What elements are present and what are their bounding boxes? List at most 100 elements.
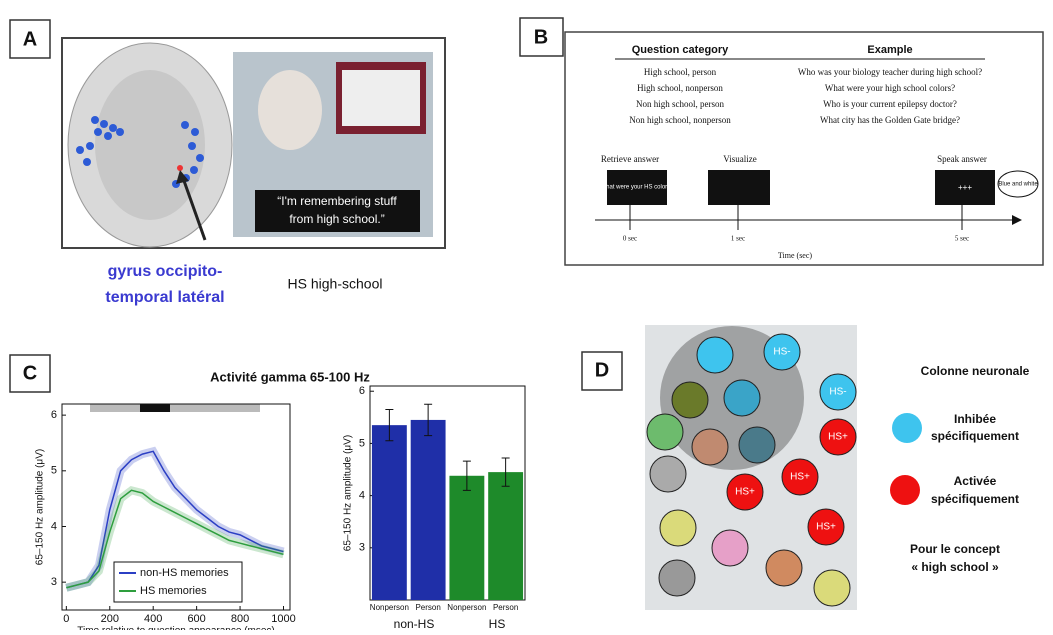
bubble-text: Blue and white: [998, 182, 1038, 188]
neuron-label: HS+: [816, 522, 836, 533]
y-tick-label: 3: [359, 542, 365, 554]
time-label: 5 sec: [955, 235, 969, 243]
x-tick-label: Person: [415, 603, 440, 612]
caption: from high school.”: [289, 212, 384, 226]
panel-label: C: [23, 362, 37, 384]
neuron-label: HS+: [790, 472, 810, 483]
neuron-inhibited: [819, 373, 857, 411]
example: Who was your biology teacher during high…: [798, 67, 982, 77]
series-line: [66, 489, 284, 589]
panel-label: A: [23, 28, 37, 50]
legend-box: [113, 561, 243, 603]
significance-strip: [140, 404, 170, 412]
neuron-activated: [819, 418, 857, 456]
neuron: [696, 336, 734, 374]
concept-text: Pour le concept: [910, 542, 1000, 556]
error-bar: [385, 408, 394, 442]
y-tick-label: 5: [51, 465, 57, 477]
example: Who is your current epilepsy doctor?: [823, 99, 957, 109]
time-axis-label: Time (sec): [778, 251, 812, 260]
step-label: Retrieve answer: [601, 154, 659, 164]
speech-bubble: [997, 170, 1039, 198]
note: HS high-school: [288, 276, 383, 292]
category: High school, person: [644, 67, 717, 77]
neuron: [649, 455, 687, 493]
panel-title: Activité gamma 65-100 Hz: [210, 369, 370, 384]
neuron-label: HS+: [735, 487, 755, 498]
y-tick-label: 6: [51, 409, 57, 421]
error-bar: [501, 457, 510, 487]
arrow: [181, 177, 207, 241]
panel-label-box: [519, 17, 564, 57]
x-tick-label: 800: [231, 613, 249, 625]
panel-frame: [564, 31, 1044, 266]
neuron: [691, 428, 729, 466]
caption-box: [255, 190, 420, 232]
category: Non high school, nonperson: [629, 115, 731, 125]
screen: [935, 170, 995, 205]
arrow-head: [176, 170, 189, 184]
panel-label-box: [9, 19, 51, 59]
category: High school, nonperson: [637, 83, 723, 93]
y-tick-label: 6: [359, 385, 365, 397]
bar: [488, 472, 524, 600]
panel-label: D: [595, 359, 609, 381]
x-tick-label: 200: [101, 613, 119, 625]
panel-label-box: [9, 354, 51, 393]
x-tick-label: 400: [144, 613, 162, 625]
neuron: [813, 569, 851, 607]
neuron: [659, 509, 697, 547]
time-label: 0 sec: [623, 235, 637, 243]
legend-text: spécifiquement: [931, 429, 1019, 443]
legend-swatch: [890, 475, 920, 505]
x-axis-label: Time relative to question appearance (ms…: [77, 626, 275, 630]
neuron: [711, 529, 749, 567]
group-label: non-HS: [394, 617, 435, 630]
concept-text: « high school »: [911, 560, 999, 574]
header: Example: [867, 44, 912, 56]
legend-text: Activée: [954, 474, 997, 488]
example: What were your high school colors?: [825, 83, 955, 93]
neuron-activated: [807, 508, 845, 546]
plot-area: [61, 403, 291, 611]
panel-label: B: [534, 26, 548, 48]
bar: [410, 419, 446, 600]
region-label: gyrus occipito-: [108, 263, 223, 280]
x-tick-label: Person: [493, 603, 518, 612]
neuron: [765, 549, 803, 587]
time-label: 1 sec: [731, 235, 745, 243]
y-axis-label: 65–150 Hz amplitude (μV): [35, 449, 46, 565]
header: Question category: [632, 44, 729, 56]
neuron-label: HS-: [773, 347, 790, 358]
timeline-arrow: [1012, 215, 1022, 225]
x-tick-label: 600: [187, 613, 205, 625]
bar: [371, 425, 407, 600]
y-tick-label: 4: [51, 520, 57, 532]
x-tick-label: Nonperson: [370, 603, 409, 612]
y-axis-label: 65–150 Hz amplitude (μV): [343, 435, 354, 551]
neuron-label: HS-: [829, 387, 846, 398]
plot-area: [369, 385, 526, 601]
neuron-inhibited: [763, 333, 801, 371]
step-label: Speak answer: [937, 154, 987, 164]
x-tick-label: 1000: [271, 613, 295, 625]
x-tick-label: Nonperson: [447, 603, 486, 612]
example: What city has the Golden Gate bridge?: [820, 115, 960, 125]
caption: “I'm remembering stuff: [277, 194, 397, 208]
error-bar: [462, 460, 471, 491]
screen-text: What were your HS colors?: [600, 185, 674, 191]
neuron: [671, 381, 709, 419]
neuron: [646, 413, 684, 451]
y-tick-label: 3: [51, 576, 57, 588]
legend-label: HS memories: [140, 585, 207, 597]
bar: [449, 475, 485, 600]
legend-text: Inhibée: [954, 412, 996, 426]
neuron: [738, 426, 776, 464]
legend-title: Colonne neuronale: [921, 364, 1030, 378]
y-tick-label: 5: [359, 437, 365, 449]
legend-label: non-HS memories: [140, 567, 229, 579]
panel-label-box: [581, 351, 623, 391]
screen: [607, 170, 667, 205]
neuron-activated: [726, 473, 764, 511]
electrode-active: [177, 165, 183, 171]
